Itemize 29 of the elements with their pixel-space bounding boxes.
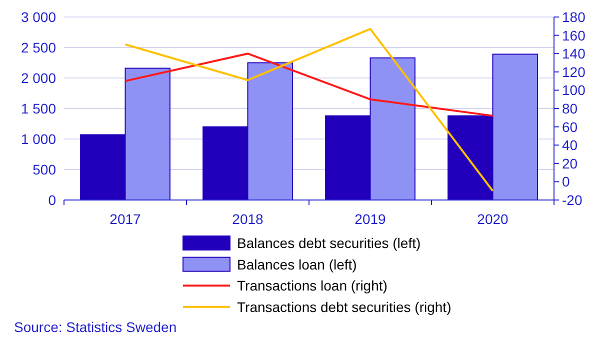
y2-tick-label: 0: [562, 174, 570, 190]
y-tick-label: 0: [48, 192, 56, 208]
legend-label: Balances loan (left): [237, 256, 357, 272]
x-tick-label: 2018: [232, 211, 264, 227]
line-series: [124, 52, 494, 117]
y2-tick-label: 180: [562, 9, 586, 25]
y2-tick-label: 120: [562, 64, 586, 80]
source-note: Source: Statistics Sweden: [14, 319, 177, 335]
y2-tick-label: 40: [562, 137, 578, 154]
x-tick-label: 2017: [110, 211, 142, 227]
y2-tick-label: 20: [562, 155, 578, 172]
y2-tick-label: 60: [562, 118, 578, 135]
y-tick-label: 500: [32, 162, 56, 178]
y-tick-label: 3 000: [20, 9, 56, 25]
legend-label: Transactions debt securities (right): [237, 298, 452, 315]
y2-tick-label: 100: [562, 82, 586, 98]
y2-tick-label: 160: [562, 27, 586, 44]
x-tick-label: 2020: [477, 211, 509, 227]
x-tick-label: 2019: [354, 211, 386, 227]
legend-label: Transactions loan (right): [237, 278, 388, 294]
legend-label: Balances debt securities (left): [237, 235, 421, 251]
y2-tick-label: 80: [562, 100, 578, 116]
y2-tick-label: -20: [562, 192, 582, 208]
y-tick-label: 1 000: [20, 131, 56, 147]
line-series: [124, 28, 494, 192]
y-tick-label: 2 000: [20, 70, 56, 86]
y-tick-label: 1 500: [20, 100, 56, 116]
y2-tick-label: 140: [562, 46, 586, 62]
y-tick-label: 2 500: [20, 40, 56, 56]
